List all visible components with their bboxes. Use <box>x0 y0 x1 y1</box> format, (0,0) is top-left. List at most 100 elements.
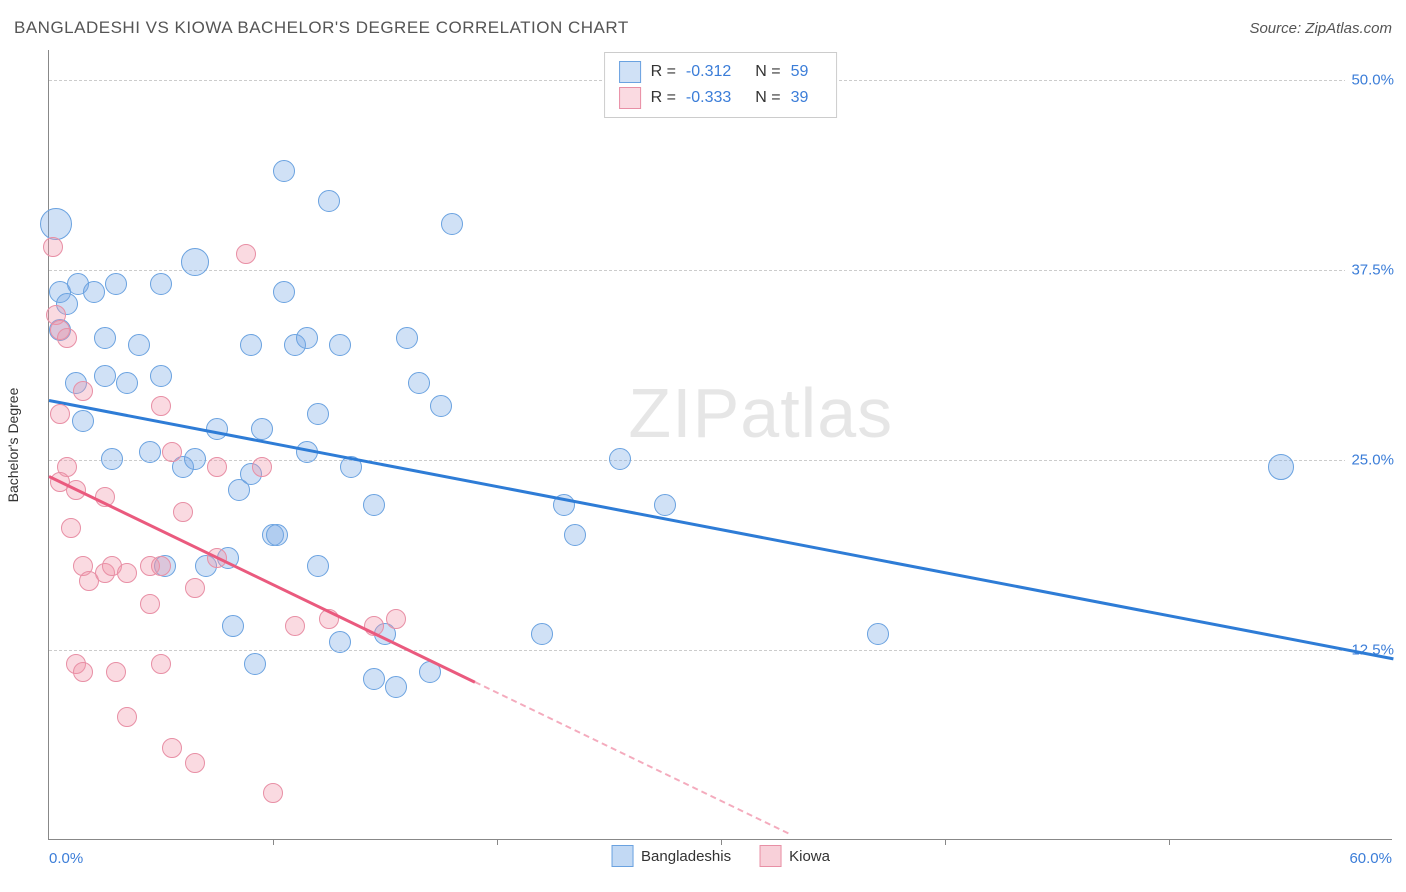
legend-swatch <box>619 87 641 109</box>
scatter-point <box>251 418 273 440</box>
n-label: N = <box>755 89 780 107</box>
scatter-point <box>150 273 172 295</box>
chart-source: Source: ZipAtlas.com <box>1249 20 1392 37</box>
scatter-point <box>430 395 452 417</box>
scatter-point <box>363 494 385 516</box>
scatter-point <box>128 334 150 356</box>
legend-stat-row: R = -0.333 N = 39 <box>619 85 823 111</box>
scatter-point <box>263 783 283 803</box>
scatter-point <box>207 457 227 477</box>
scatter-point <box>57 328 77 348</box>
scatter-point <box>307 555 329 577</box>
scatter-point <box>236 244 256 264</box>
scatter-point <box>654 494 676 516</box>
scatter-point <box>151 396 171 416</box>
scatter-point <box>73 662 93 682</box>
n-value: 39 <box>791 89 809 107</box>
scatter-point <box>222 615 244 637</box>
x-axis-min-label: 0.0% <box>49 850 83 867</box>
scatter-point <box>564 524 586 546</box>
legend-series-label: Kiowa <box>789 848 830 865</box>
series-legend: Bangladeshis Kiowa <box>611 845 830 867</box>
scatter-point <box>441 213 463 235</box>
chart-title: BANGLADESHI VS KIOWA BACHELOR'S DEGREE C… <box>14 18 629 38</box>
x-tick <box>945 839 946 845</box>
r-label: R = <box>651 89 676 107</box>
scatter-point <box>285 616 305 636</box>
gridline <box>49 460 1392 461</box>
r-value: -0.333 <box>686 89 731 107</box>
scatter-point <box>867 623 889 645</box>
scatter-point <box>83 281 105 303</box>
gridline <box>49 270 1392 271</box>
scatter-point <box>318 190 340 212</box>
x-tick <box>721 839 722 845</box>
trend-line <box>49 399 1394 660</box>
y-tick-label: 37.5% <box>1345 262 1394 279</box>
scatter-point <box>266 524 288 546</box>
scatter-point <box>185 753 205 773</box>
x-tick <box>1169 839 1170 845</box>
scatter-point <box>273 160 295 182</box>
scatter-point <box>72 410 94 432</box>
legend-swatch <box>759 845 781 867</box>
r-label: R = <box>651 63 676 81</box>
scatter-point <box>181 248 209 276</box>
scatter-point <box>73 381 93 401</box>
scatter-point <box>408 372 430 394</box>
scatter-point <box>184 448 206 470</box>
scatter-point <box>396 327 418 349</box>
y-axis-title: Bachelor's Degree <box>5 387 21 502</box>
scatter-point <box>101 448 123 470</box>
scatter-point <box>105 273 127 295</box>
scatter-point <box>531 623 553 645</box>
scatter-point <box>106 662 126 682</box>
legend-stat-row: R = -0.312 N = 59 <box>619 59 823 85</box>
n-value: 59 <box>791 63 809 81</box>
scatter-point <box>150 365 172 387</box>
legend-series-label: Bangladeshis <box>641 848 731 865</box>
scatter-point <box>329 334 351 356</box>
x-tick <box>497 839 498 845</box>
scatter-point <box>609 448 631 470</box>
legend-swatch <box>611 845 633 867</box>
r-value: -0.312 <box>686 63 731 81</box>
scatter-point <box>139 441 161 463</box>
scatter-point <box>296 327 318 349</box>
n-label: N = <box>755 63 780 81</box>
scatter-point <box>40 208 72 240</box>
scatter-point <box>94 365 116 387</box>
x-tick <box>273 839 274 845</box>
scatter-point <box>151 654 171 674</box>
watermark: ZIPatlas <box>628 373 893 453</box>
scatter-point <box>1268 454 1294 480</box>
legend-swatch <box>619 61 641 83</box>
legend-series-item: Bangladeshis <box>611 845 731 867</box>
scatter-point <box>273 281 295 303</box>
scatter-point <box>363 668 385 690</box>
scatter-point <box>244 653 266 675</box>
scatter-point <box>94 327 116 349</box>
scatter-point <box>307 403 329 425</box>
trend-line-extrapolated <box>474 681 788 834</box>
scatter-point <box>385 676 407 698</box>
scatter-point <box>43 237 63 257</box>
scatter-point <box>162 738 182 758</box>
y-tick-label: 25.0% <box>1345 452 1394 469</box>
y-tick-label: 50.0% <box>1345 72 1394 89</box>
scatter-chart: Bachelor's Degree ZIPatlas R =-0.312N =5… <box>48 50 1392 840</box>
scatter-point <box>329 631 351 653</box>
gridline <box>49 650 1392 651</box>
legend-series-item: Kiowa <box>759 845 830 867</box>
scatter-point <box>117 707 137 727</box>
scatter-point <box>162 442 182 462</box>
scatter-point <box>151 556 171 576</box>
scatter-point <box>50 404 70 424</box>
chart-header: BANGLADESHI VS KIOWA BACHELOR'S DEGREE C… <box>14 18 1392 38</box>
scatter-point <box>252 457 272 477</box>
scatter-point <box>240 334 262 356</box>
scatter-point <box>117 563 137 583</box>
scatter-point <box>116 372 138 394</box>
scatter-point <box>173 502 193 522</box>
x-axis-max-label: 60.0% <box>1349 850 1392 867</box>
